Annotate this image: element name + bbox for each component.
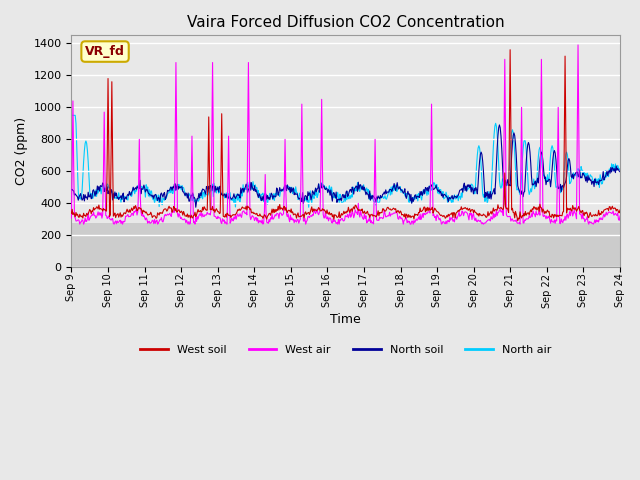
Title: Vaira Forced Diffusion CO2 Concentration: Vaira Forced Diffusion CO2 Concentration (187, 15, 504, 30)
Bar (72, 223, 620, 267)
Text: VR_fd: VR_fd (85, 45, 125, 58)
Y-axis label: CO2 (ppm): CO2 (ppm) (15, 117, 28, 185)
Bar (72, 36, 620, 223)
Legend: West soil, West air, North soil, North air: West soil, West air, North soil, North a… (136, 340, 556, 359)
X-axis label: Time: Time (330, 313, 361, 326)
